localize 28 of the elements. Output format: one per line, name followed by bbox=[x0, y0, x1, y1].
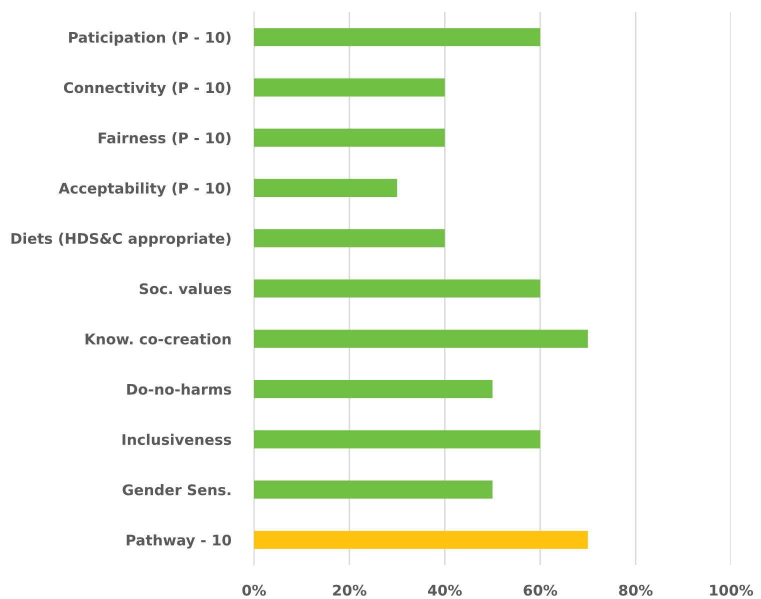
y-tick-label: Fairness (P - 10) bbox=[98, 132, 231, 146]
y-tick-label: Paticipation (P - 10) bbox=[69, 32, 231, 46]
x-tick-label: 100% bbox=[710, 584, 754, 596]
bar bbox=[254, 78, 445, 96]
x-tick-label: 60% bbox=[524, 584, 558, 596]
y-tick-label: Diets (HDS&C appropriate) bbox=[11, 232, 231, 247]
bar bbox=[254, 178, 398, 198]
y-tick-label: Do-no-harms bbox=[127, 384, 232, 395]
y-tick-label: Connectivity (P - 10) bbox=[64, 82, 231, 96]
y-tick-label: Soc. values bbox=[140, 282, 232, 294]
y-tick-label: Gender Sens. bbox=[122, 484, 230, 496]
bar bbox=[254, 530, 588, 549]
x-tick-label: 40% bbox=[428, 584, 462, 596]
x-tick-label: 80% bbox=[619, 584, 653, 596]
y-tick-label: Acceptability (P - 10) bbox=[58, 182, 231, 197]
bar bbox=[254, 330, 588, 348]
bar bbox=[254, 380, 492, 398]
bar bbox=[254, 430, 540, 448]
bar bbox=[254, 28, 540, 46]
bar bbox=[254, 480, 492, 499]
bar bbox=[254, 229, 445, 248]
y-tick-label: Know. co-creation bbox=[86, 333, 231, 345]
y-tick-label: Pathway - 10 bbox=[126, 534, 232, 549]
y-tick-label: Inclusiveness bbox=[122, 434, 232, 446]
bar bbox=[254, 279, 540, 298]
x-tick-label: 20% bbox=[333, 584, 366, 596]
x-tick-label: 0% bbox=[242, 584, 266, 596]
bar bbox=[254, 128, 445, 147]
